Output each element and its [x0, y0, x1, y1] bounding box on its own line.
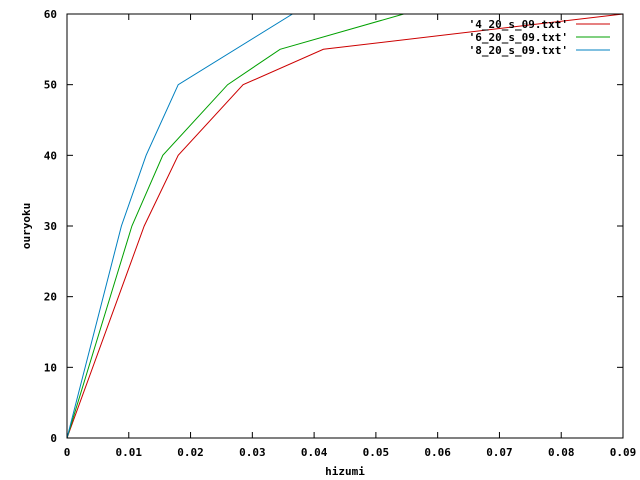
legend: '4_20_s_09.txt''6_20_s_09.txt''8_20_s_09… [469, 18, 610, 57]
x-tick-label: 0.09 [610, 446, 637, 459]
y-tick-label: 0 [50, 432, 57, 445]
x-tick-label: 0.07 [486, 446, 513, 459]
y-tick-label: 50 [44, 79, 57, 92]
y-axis-label: ouryoku [20, 203, 33, 249]
series-line-3 [67, 14, 293, 438]
x-tick-label: 0 [64, 446, 71, 459]
x-tick-label: 0.02 [177, 446, 204, 459]
axis-ticks [66, 13, 624, 439]
y-tick-label: 60 [44, 8, 57, 21]
x-axis-label: hizumi [325, 465, 365, 478]
series-line-2 [67, 14, 404, 438]
y-tick-label: 40 [44, 149, 57, 162]
axis-tick-labels: 0 0.01 0.02 0.03 0.04 0.05 0.06 0.07 0.08 0.09 0 10… [44, 8, 637, 459]
series-line-1 [67, 14, 623, 438]
y-tick-label: 10 [44, 361, 57, 374]
x-tick-label: 0.03 [239, 446, 266, 459]
x-tick-label: 0.05 [363, 446, 390, 459]
legend-label-2: '6_20_s_09.txt' [469, 31, 568, 44]
x-tick-label: 0.06 [424, 446, 451, 459]
series-layer [67, 14, 623, 438]
plot-frame [66, 13, 624, 439]
x-tick-label: 0.04 [301, 446, 328, 459]
legend-label-3: '8_20_s_09.txt' [469, 44, 568, 57]
x-tick-label: 0.01 [116, 446, 143, 459]
y-tick-label: 20 [44, 291, 57, 304]
y-tick-label: 30 [44, 220, 57, 233]
legend-label-1: '4_20_s_09.txt' [469, 18, 568, 31]
x-tick-label: 0.08 [548, 446, 575, 459]
